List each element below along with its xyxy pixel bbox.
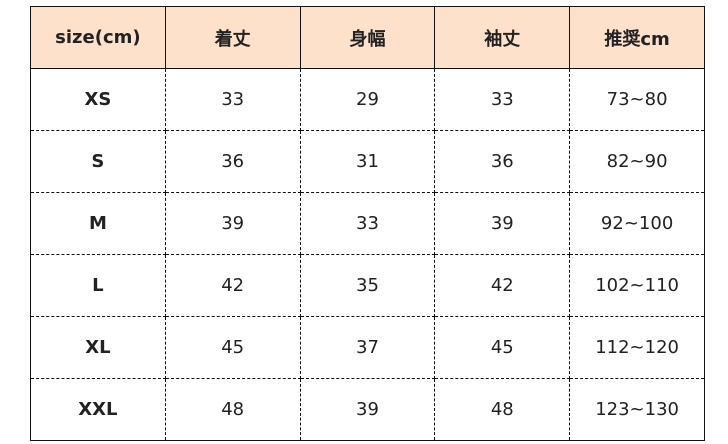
table-row: XS 33 29 33 73~80 — [30, 68, 705, 131]
table-cell: 37 — [299, 316, 436, 379]
table-cell: 39 — [434, 192, 571, 255]
table-cell: 42 — [164, 254, 301, 317]
table-cell: 31 — [299, 130, 436, 193]
table-cell: 123~130 — [569, 378, 705, 441]
table-cell: 36 — [434, 130, 571, 193]
table-cell: 45 — [434, 316, 571, 379]
header-width: 身幅 — [299, 6, 436, 69]
table-cell: 29 — [299, 68, 436, 131]
table-cell: 39 — [299, 378, 436, 441]
table-cell: L — [30, 254, 166, 317]
table-cell: 33 — [434, 68, 571, 131]
size-chart-table: size(cm) 着丈 身幅 袖丈 推奨cm XS 33 29 33 73~80 S 36 3… — [30, 6, 705, 441]
header-length: 着丈 — [164, 6, 301, 69]
table-cell: 48 — [434, 378, 571, 441]
header-recommended: 推奨cm — [569, 6, 705, 69]
table-row: L 42 35 42 102~110 — [30, 254, 705, 317]
table-cell: 33 — [299, 192, 436, 255]
table-cell: 33 — [164, 68, 301, 131]
table-cell: XL — [30, 316, 166, 379]
table-cell: 48 — [164, 378, 301, 441]
table-cell: 82~90 — [569, 130, 705, 193]
table-cell: 73~80 — [569, 68, 705, 131]
header-row: size(cm) 着丈 身幅 袖丈 推奨cm — [30, 6, 705, 69]
table-cell: M — [30, 192, 166, 255]
table-cell: 92~100 — [569, 192, 705, 255]
table-cell: 112~120 — [569, 316, 705, 379]
header-size: size(cm) — [30, 6, 166, 69]
table-cell: XXL — [30, 378, 166, 441]
table-cell: 45 — [164, 316, 301, 379]
table-row: XL 45 37 45 112~120 — [30, 316, 705, 379]
table-cell: 42 — [434, 254, 571, 317]
table-cell: 35 — [299, 254, 436, 317]
table-cell: XS — [30, 68, 166, 131]
table-row: M 39 33 39 92~100 — [30, 192, 705, 255]
header-sleeve: 袖丈 — [434, 6, 571, 69]
table-row: XXL 48 39 48 123~130 — [30, 378, 705, 441]
table-row: S 36 31 36 82~90 — [30, 130, 705, 193]
table-cell: 36 — [164, 130, 301, 193]
table-cell: 102~110 — [569, 254, 705, 317]
table-cell: S — [30, 130, 166, 193]
table-cell: 39 — [164, 192, 301, 255]
